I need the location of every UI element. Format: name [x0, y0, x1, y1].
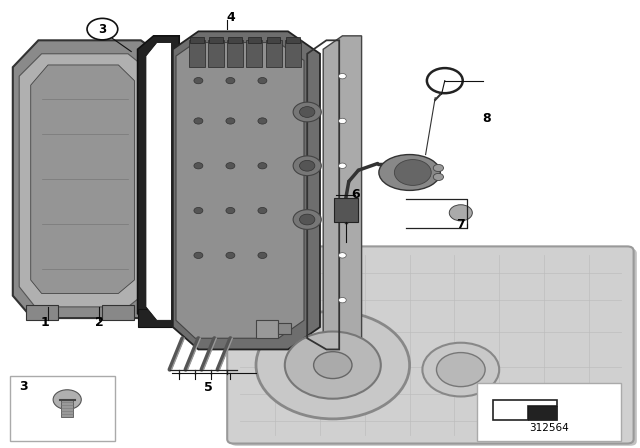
Circle shape	[53, 390, 81, 409]
Circle shape	[194, 207, 203, 214]
FancyBboxPatch shape	[230, 249, 637, 446]
Bar	[227, 40, 243, 67]
Circle shape	[194, 118, 203, 124]
FancyBboxPatch shape	[227, 246, 634, 444]
Text: 312564: 312564	[529, 423, 569, 433]
Circle shape	[194, 252, 203, 258]
Bar	[189, 40, 205, 67]
Polygon shape	[102, 305, 134, 320]
Circle shape	[339, 73, 346, 79]
Circle shape	[436, 353, 485, 387]
Circle shape	[293, 210, 321, 229]
Polygon shape	[176, 43, 304, 338]
Circle shape	[258, 118, 267, 124]
Polygon shape	[31, 65, 134, 293]
Polygon shape	[13, 40, 166, 318]
Polygon shape	[278, 323, 291, 334]
Text: 6: 6	[351, 188, 360, 202]
Text: 1: 1	[40, 316, 49, 329]
Ellipse shape	[394, 159, 431, 185]
Text: 3: 3	[99, 22, 106, 36]
Polygon shape	[138, 36, 179, 327]
Bar	[209, 37, 223, 43]
Bar	[334, 198, 358, 222]
Circle shape	[449, 205, 472, 221]
Polygon shape	[528, 406, 557, 420]
Circle shape	[258, 78, 267, 84]
Circle shape	[422, 343, 499, 396]
Circle shape	[87, 18, 118, 40]
Circle shape	[339, 163, 346, 168]
Circle shape	[226, 163, 235, 169]
Circle shape	[339, 118, 346, 124]
Bar	[10, 376, 115, 441]
Bar	[248, 37, 261, 43]
Circle shape	[226, 118, 235, 124]
Bar	[190, 37, 204, 43]
Polygon shape	[256, 320, 278, 338]
Circle shape	[293, 102, 321, 122]
Bar	[267, 37, 280, 43]
Circle shape	[276, 297, 300, 313]
Bar	[246, 40, 262, 67]
Text: 3: 3	[19, 379, 28, 393]
Circle shape	[300, 107, 315, 117]
Text: 7: 7	[456, 217, 465, 231]
Bar	[477, 383, 621, 441]
Text: 2: 2	[95, 316, 104, 329]
Circle shape	[194, 163, 203, 169]
Bar	[266, 40, 282, 67]
Polygon shape	[26, 305, 58, 320]
Bar	[61, 400, 73, 417]
Bar	[208, 40, 224, 67]
Circle shape	[194, 78, 203, 84]
Polygon shape	[146, 43, 172, 320]
Circle shape	[258, 207, 267, 214]
Text: 8: 8	[482, 112, 491, 125]
Polygon shape	[19, 54, 150, 307]
Circle shape	[339, 208, 346, 213]
Bar	[228, 37, 242, 43]
Circle shape	[285, 332, 381, 399]
Bar	[285, 40, 301, 67]
Circle shape	[314, 352, 352, 379]
Polygon shape	[138, 309, 179, 327]
Circle shape	[258, 163, 267, 169]
Circle shape	[256, 311, 410, 419]
Circle shape	[300, 214, 315, 225]
Circle shape	[226, 207, 235, 214]
Polygon shape	[173, 31, 320, 349]
Circle shape	[339, 297, 346, 303]
Circle shape	[293, 156, 321, 176]
Circle shape	[226, 78, 235, 84]
Circle shape	[300, 160, 315, 171]
Circle shape	[339, 253, 346, 258]
Circle shape	[433, 164, 444, 172]
Ellipse shape	[379, 155, 440, 190]
Text: 4: 4	[226, 11, 235, 25]
Polygon shape	[323, 36, 362, 358]
Circle shape	[547, 388, 566, 401]
Circle shape	[258, 252, 267, 258]
Bar	[286, 37, 300, 43]
Circle shape	[433, 173, 444, 181]
Circle shape	[226, 252, 235, 258]
Text: 5: 5	[204, 381, 212, 394]
